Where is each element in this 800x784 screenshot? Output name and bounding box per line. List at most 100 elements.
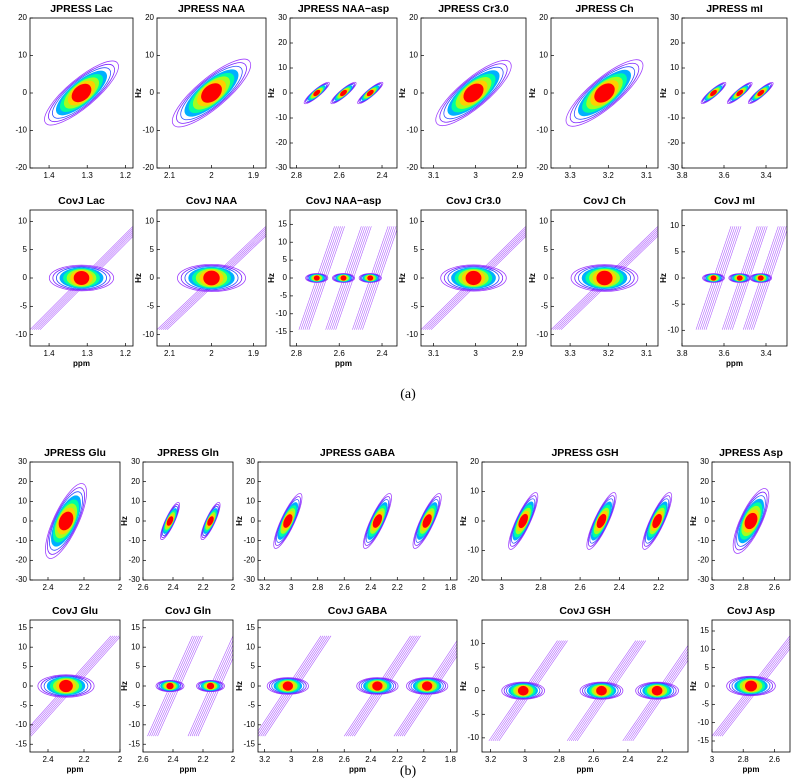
contour: [177, 263, 246, 293]
x-tick-label: 2.4: [42, 755, 54, 764]
y-tick-label: 10: [18, 51, 27, 60]
contour: [367, 275, 374, 281]
contour: [465, 270, 482, 286]
contour: [203, 270, 220, 286]
y-tick-label: 5: [544, 245, 549, 254]
y-tick-label: 5: [23, 662, 28, 671]
y-tick-label: 10: [246, 496, 255, 505]
contour: [180, 264, 243, 292]
contour: [463, 83, 484, 103]
caption: (a): [400, 387, 416, 402]
x-tick-label: 2.8: [312, 583, 324, 592]
x-tick-label: 3: [710, 755, 715, 764]
y-tick-label: 0: [251, 681, 256, 690]
x-tick-label: 2.2: [78, 583, 90, 592]
panel: JPRESS mI 3.8 3.6 3.4 -30 -20 -10 0 10 20 30 Hz: [659, 3, 788, 180]
x-tick-label: 3: [289, 583, 294, 592]
contour: [637, 682, 677, 700]
y-tick-label: 0: [544, 273, 549, 282]
contour-plot: [147, 635, 233, 737]
panel-title: JPRESS Glu: [44, 447, 106, 459]
x-axis-label: ppm: [349, 765, 366, 774]
y-tick-label: 0: [136, 681, 141, 690]
y-tick-label: -10: [142, 330, 154, 339]
x-tick-label: 2.4: [614, 583, 626, 592]
x-axis-label: ppm: [73, 359, 90, 368]
contour-plot: [298, 226, 397, 330]
contour-wing: [306, 226, 343, 330]
contour-plot: [565, 59, 644, 127]
x-tick-label: 2.2: [392, 583, 404, 592]
x-tick-label: 2: [118, 755, 123, 764]
y-tick-label: 5: [283, 255, 288, 264]
y-tick-label: 0: [475, 686, 480, 695]
y-tick-label: 20: [539, 13, 548, 22]
contour: [736, 275, 743, 281]
panel: JPRESS Cr3.0 3.1 3 2.9 -20 -10 0 10 20 Hz: [398, 3, 527, 180]
x-tick-label: 2.2: [197, 583, 209, 592]
y-tick-label: 0: [544, 88, 549, 97]
contour: [313, 275, 320, 281]
caption: (b): [400, 764, 417, 779]
contour: [596, 685, 607, 696]
panel-title: JPRESS Ch: [575, 3, 633, 15]
y-tick-label: 0: [675, 88, 680, 97]
panel-title: CovJ Cr3.0: [446, 195, 501, 207]
y-tick-label: -30: [15, 575, 27, 584]
y-axis-label: Hz: [134, 273, 143, 283]
y-tick-label: 10: [670, 63, 679, 72]
y-tick-label: 5: [136, 662, 141, 671]
y-tick-label: 10: [18, 216, 27, 225]
y-tick-label: 10: [539, 216, 548, 225]
y-tick-label: 0: [23, 273, 28, 282]
y-tick-label: -30: [667, 163, 679, 172]
y-tick-label: -20: [467, 575, 479, 584]
x-tick-label: 3.2: [259, 583, 271, 592]
x-axis-label: ppm: [67, 765, 84, 774]
x-tick-label: 3.1: [428, 171, 440, 180]
y-tick-label: -10: [275, 113, 287, 122]
contour: [52, 67, 111, 119]
contour: [184, 265, 239, 291]
x-tick-label: 1.9: [248, 349, 260, 358]
contour-plot: [171, 58, 252, 128]
contour: [201, 83, 222, 103]
x-tick-label: 2.4: [167, 583, 179, 592]
y-tick-label: 30: [246, 457, 255, 466]
y-tick-label: -5: [411, 301, 419, 310]
x-tick-label: 2.1: [164, 349, 176, 358]
panel-title: JPRESS GABA: [320, 447, 396, 459]
contour: [340, 275, 347, 281]
contour: [43, 675, 89, 697]
x-tick-label: 2.8: [738, 583, 750, 592]
x-tick-label: 3.4: [760, 171, 772, 180]
contour: [511, 498, 536, 544]
contour: [372, 681, 383, 691]
y-tick-label: -5: [248, 701, 256, 710]
contour: [45, 483, 87, 559]
contour: [276, 499, 300, 543]
y-tick-label: -10: [243, 536, 255, 545]
x-tick-label: 2.2: [197, 755, 209, 764]
contour: [171, 58, 252, 128]
axes-box: [481, 619, 689, 753]
panel: JPRESS Lac 1.4 1.3 1.2 -20 -10 0 10 20: [15, 3, 134, 180]
y-tick-label: -20: [536, 163, 548, 172]
y-axis-label: Hz: [120, 681, 129, 691]
contour: [439, 63, 508, 123]
x-tick-label: 3.2: [485, 755, 497, 764]
contour: [506, 682, 541, 699]
y-tick-label: -10: [128, 720, 140, 729]
x-tick-label: 2: [422, 583, 427, 592]
contour: [587, 495, 615, 547]
y-tick-label: -30: [128, 575, 140, 584]
contour-plot: [258, 635, 457, 737]
x-tick-label: 2.2: [657, 755, 669, 764]
contour: [573, 66, 636, 120]
y-tick-label: 15: [700, 626, 709, 635]
y-tick-label: -5: [472, 709, 480, 718]
y-tick-label: -30: [697, 575, 709, 584]
x-axis-label: ppm: [726, 359, 743, 368]
x-tick-label: 2: [118, 583, 123, 592]
y-tick-label: 20: [131, 477, 140, 486]
